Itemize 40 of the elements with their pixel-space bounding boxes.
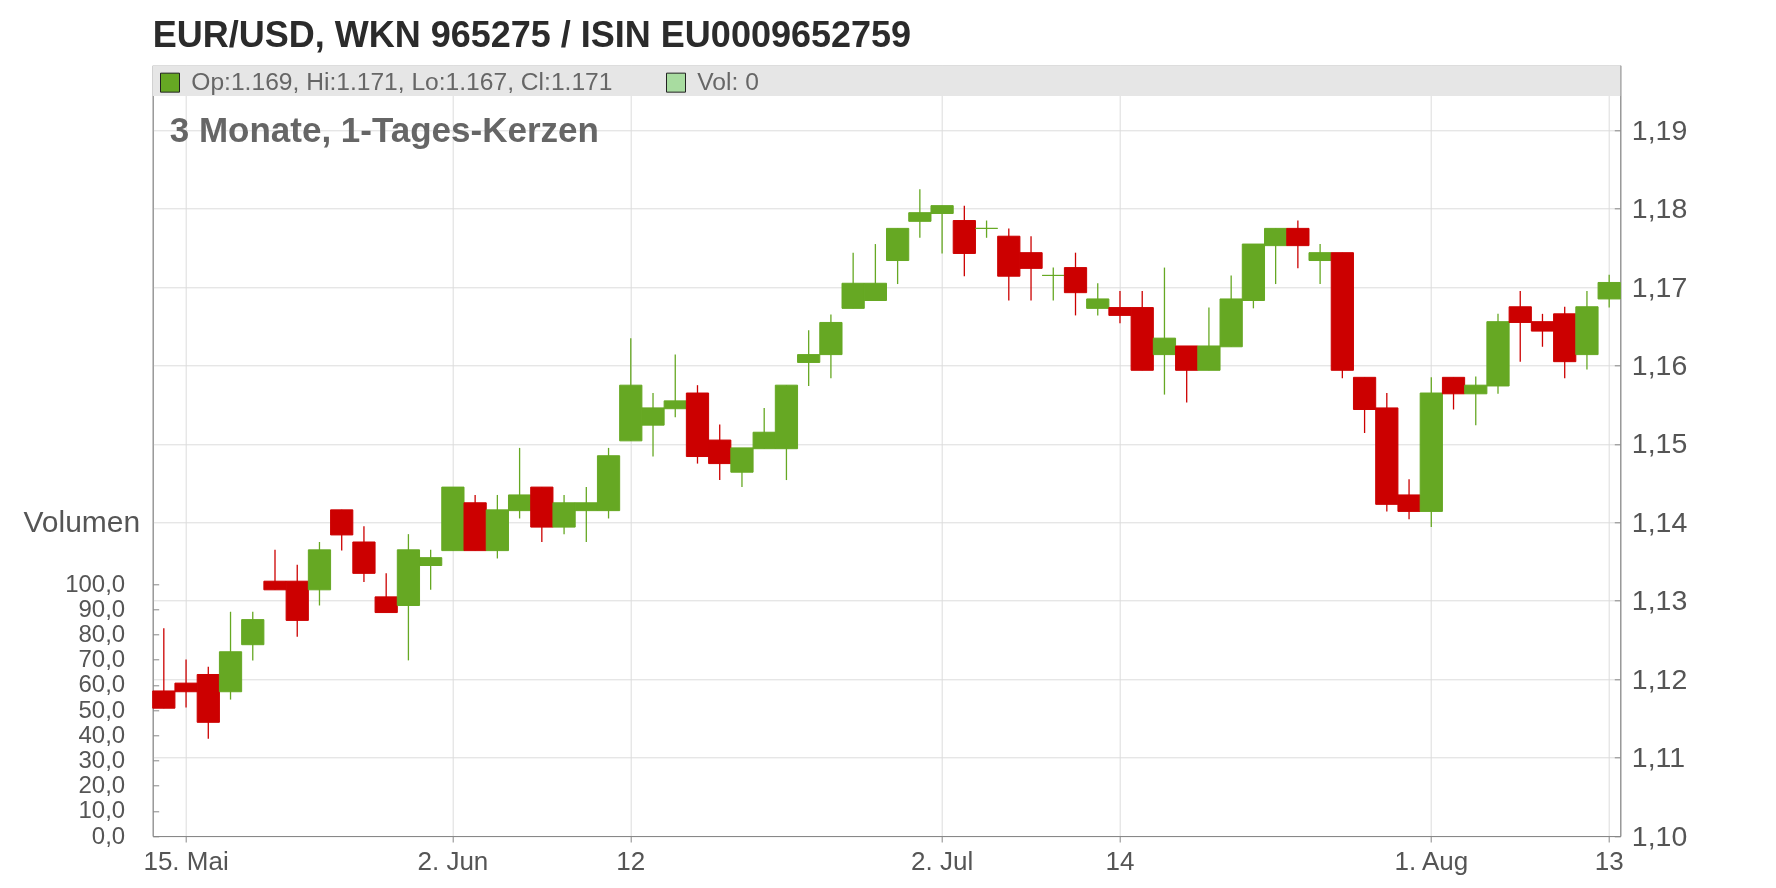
y2-tick-label: 60,0 bbox=[78, 670, 126, 698]
text: 3 Monate, 1-Tages-Kerzen bbox=[169, 110, 599, 150]
y2-tick-label: 80,0 bbox=[78, 620, 126, 648]
y-tick-label: 1,15 bbox=[1631, 427, 1688, 460]
x-tick-label: 12 bbox=[616, 845, 646, 876]
candlestick bbox=[1086, 282, 1110, 317]
x-tick-label: 1. Aug bbox=[1394, 845, 1469, 876]
y2-tick-label: 40,0 bbox=[78, 720, 126, 748]
y-tick-label: 1,17 bbox=[1631, 270, 1688, 303]
candlestick bbox=[1286, 219, 1310, 270]
candlestick bbox=[1441, 376, 1466, 411]
y-tick-label: 1,12 bbox=[1631, 662, 1688, 695]
y-tick-label: 1,14 bbox=[1631, 505, 1688, 538]
y2-tick-label: 70,0 bbox=[78, 645, 126, 673]
candlestick bbox=[1041, 266, 1065, 302]
x-tick-label: 15. Mai bbox=[143, 845, 229, 876]
x-tick-label: 2. Jun bbox=[417, 845, 489, 876]
x-tick-label: 13 bbox=[1594, 845, 1624, 876]
y2-tick-label: 20,0 bbox=[78, 771, 126, 799]
y-tick-label: 1,19 bbox=[1631, 113, 1688, 146]
y2-tick-label: 50,0 bbox=[78, 695, 126, 723]
y-tick-label: 1,10 bbox=[1631, 819, 1688, 852]
y2-tick-label: 30,0 bbox=[78, 745, 126, 773]
y2-tick-label: 100,0 bbox=[65, 569, 126, 597]
y-tick-label: 1,18 bbox=[1631, 192, 1688, 225]
y2-axis-title: Volumen bbox=[23, 504, 141, 538]
y-tick-label: 1,11 bbox=[1631, 741, 1686, 774]
legend-label: Vol: 0 bbox=[697, 67, 759, 95]
candlestick bbox=[374, 572, 398, 614]
candlestick bbox=[1308, 243, 1332, 285]
y-tick-label: 1,16 bbox=[1631, 349, 1688, 382]
x-tick-label: 14 bbox=[1105, 845, 1135, 876]
candlestick bbox=[1152, 266, 1177, 396]
y-tick-label: 1,13 bbox=[1631, 584, 1688, 617]
y2-tick-label: 0,0 bbox=[91, 821, 126, 849]
x-tick-label: 2. Jul bbox=[911, 845, 974, 876]
legend-label: Op:1.169, Hi:1.171, Lo:1.167, Cl:1.171 bbox=[191, 67, 613, 95]
y2-tick-label: 10,0 bbox=[78, 796, 126, 824]
chart-title: EUR/USD, WKN 965275 / ISIN EU0009652759 bbox=[152, 14, 912, 56]
y2-tick-label: 90,0 bbox=[78, 594, 126, 622]
